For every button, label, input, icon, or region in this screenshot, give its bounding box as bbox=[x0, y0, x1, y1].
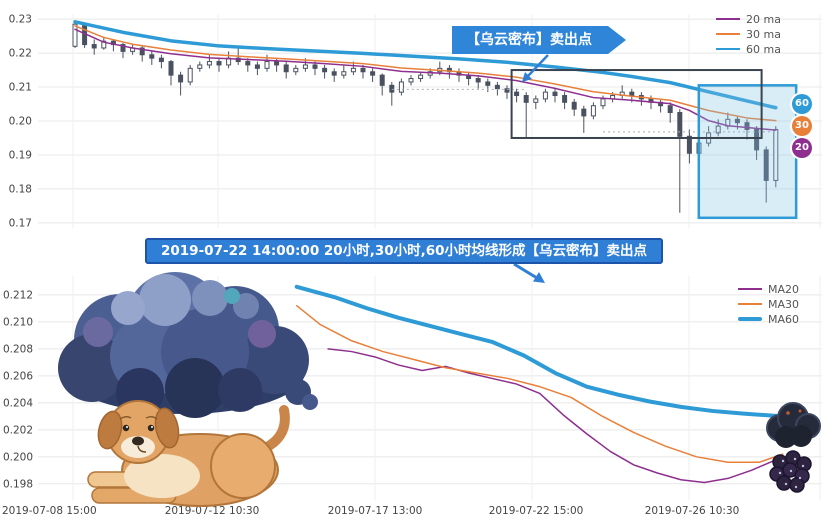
ma60-legend-label: 60 ma bbox=[746, 42, 781, 56]
svg-text:0.22: 0.22 bbox=[9, 48, 32, 60]
ma30-end-badge: 30 bbox=[792, 116, 812, 136]
svg-text:0.19: 0.19 bbox=[9, 149, 32, 161]
annotation-arrows bbox=[513, 54, 549, 283]
bottom-ma20-legend-label: MA20 bbox=[768, 282, 800, 296]
sell-point-callout-label: 【乌云密布】卖出点 bbox=[466, 32, 592, 48]
signal-banner: 2019-07-22 14:00:00 20小时,30小时,60小时均线形成【乌… bbox=[145, 238, 664, 264]
sell-point-callout: 【乌云密布】卖出点 bbox=[452, 26, 626, 54]
svg-text:0.18: 0.18 bbox=[9, 183, 32, 195]
svg-text:0.21: 0.21 bbox=[9, 82, 32, 94]
top-legend: 20 ma 30 ma 60 ma bbox=[716, 12, 781, 56]
axis-labels: 0.23 0.22 0.21 0.20 0.19 0.18 0.17 0.212 0.210 0.… bbox=[2, 14, 739, 517]
svg-text:0.200: 0.200 bbox=[3, 451, 33, 463]
bottom-legend: MA20 MA30 MA60 bbox=[738, 282, 800, 326]
svg-text:0.23: 0.23 bbox=[9, 14, 32, 26]
svg-text:0.198: 0.198 bbox=[3, 478, 33, 490]
svg-text:2019-07-22 15:00: 2019-07-22 15:00 bbox=[489, 505, 584, 517]
svg-text:0.17: 0.17 bbox=[9, 217, 32, 229]
ma60-swatch bbox=[716, 48, 740, 50]
bottom-ma60-swatch bbox=[738, 317, 762, 321]
legend-item-60ma: 60 ma bbox=[716, 42, 781, 56]
svg-text:0.206: 0.206 bbox=[3, 370, 33, 382]
legend-item-MA60: MA60 bbox=[738, 312, 800, 326]
ma20-legend-label: 20 ma bbox=[746, 12, 781, 26]
signal-banner-label: 2019-07-22 14:00:00 20小时,30小时,60小时均线形成【乌… bbox=[161, 243, 648, 259]
ma20-end-badge: 20 bbox=[792, 138, 812, 158]
bottom-ma30-swatch bbox=[738, 303, 762, 305]
svg-text:2019-07-12 10:30: 2019-07-12 10:30 bbox=[165, 505, 260, 517]
legend-item-MA20: MA20 bbox=[738, 282, 800, 296]
svg-text:0.208: 0.208 bbox=[3, 343, 33, 355]
ma30-legend-label: 30 ma bbox=[746, 27, 781, 41]
svg-text:0.204: 0.204 bbox=[3, 397, 33, 409]
svg-text:0.212: 0.212 bbox=[3, 289, 33, 301]
svg-text:2019-07-17 13:00: 2019-07-17 13:00 bbox=[328, 505, 423, 517]
ma30-swatch bbox=[716, 33, 740, 35]
legend-item-20ma: 20 ma bbox=[716, 12, 781, 26]
legend-item-MA30: MA30 bbox=[738, 297, 800, 311]
svg-text:0.202: 0.202 bbox=[3, 424, 33, 436]
candlesticks bbox=[72, 20, 779, 213]
svg-text:2019-07-08 15:00: 2019-07-08 15:00 bbox=[2, 505, 97, 517]
legend-item-30ma: 30 ma bbox=[716, 27, 781, 41]
svg-text:0.20: 0.20 bbox=[9, 116, 32, 128]
bottom-ma-lines bbox=[294, 284, 785, 484]
ma60-end-badge: 60 bbox=[792, 94, 812, 114]
bottom-ma60-legend-label: MA60 bbox=[768, 312, 800, 326]
bottom-ma30-legend-label: MA30 bbox=[768, 297, 800, 311]
svg-text:0.210: 0.210 bbox=[3, 316, 33, 328]
bottom-ma20-swatch bbox=[738, 288, 762, 290]
ma20-swatch bbox=[716, 18, 740, 20]
svg-text:2019-07-26 10:30: 2019-07-26 10:30 bbox=[645, 505, 740, 517]
